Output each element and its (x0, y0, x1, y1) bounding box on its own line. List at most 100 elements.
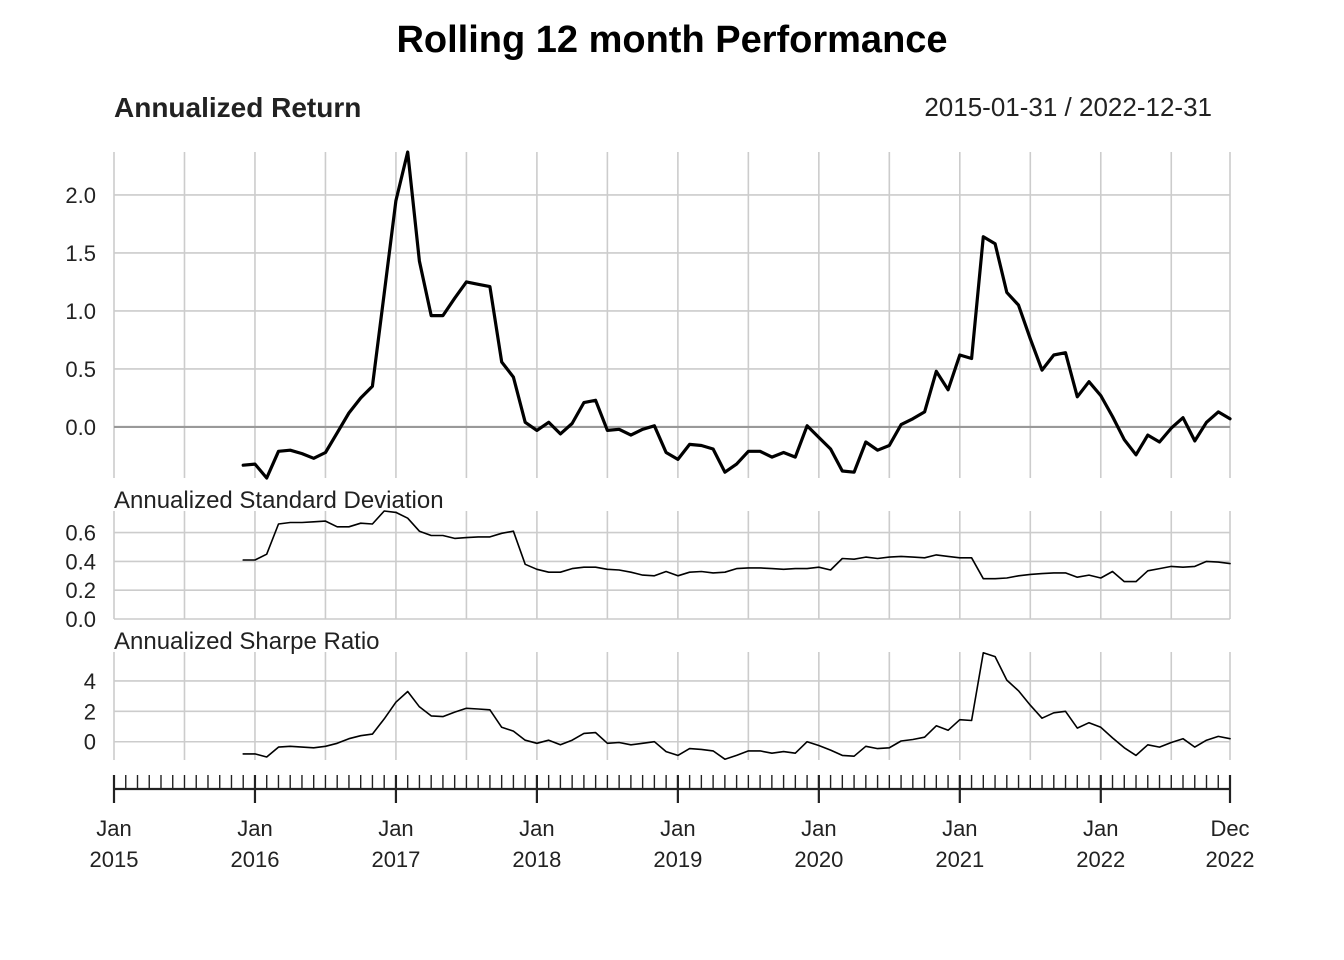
panel-2-point (1040, 571, 1045, 576)
x-tick-label-month: Jan (237, 816, 272, 841)
panel-3-point (699, 747, 704, 752)
panel-1-point (957, 353, 962, 358)
panel-1-point (1216, 409, 1221, 414)
panel-3-point (558, 742, 563, 747)
panel-1-point (288, 448, 293, 453)
panel-2-point (358, 521, 363, 526)
panel-2-point (1228, 561, 1233, 566)
series-line-2 (242, 510, 1231, 583)
panel-2-point (511, 529, 516, 534)
x-tick-label-month: Jan (801, 816, 836, 841)
panel-1-y-tick-label: 1.5 (65, 241, 96, 266)
panel-2-point (1157, 566, 1162, 571)
panel-2-point (1051, 570, 1056, 575)
panel-3-point (346, 736, 351, 741)
panel-3-point (605, 741, 610, 746)
panel-2-point (264, 552, 269, 557)
panel-2-label: Annualized Standard Deviation (114, 487, 444, 514)
panel-1-point (734, 462, 739, 467)
panel-1-y-tick-label: 0.5 (65, 357, 96, 382)
panel-1-point (382, 291, 387, 296)
panel-1-point (687, 442, 692, 447)
panel-1-point (722, 470, 727, 475)
panel-2-point (335, 524, 340, 529)
panel-3-point (405, 689, 410, 694)
panel-3-point (323, 744, 328, 749)
panel-1-point (816, 435, 821, 440)
panel-3-point (1028, 703, 1033, 708)
panel-2-point (816, 565, 821, 570)
panel-3-point (546, 738, 551, 743)
panel-3-point (253, 751, 258, 756)
panel-1-point (934, 369, 939, 374)
panel-3-point (758, 748, 763, 753)
panel-1-point (1075, 394, 1080, 399)
panel-3-point (1145, 742, 1150, 747)
panel-1-point (840, 469, 845, 474)
panel-3-point (1040, 716, 1045, 721)
panel-1-point (1098, 393, 1103, 398)
panel-3-point (852, 754, 857, 759)
panel-1-point (605, 428, 610, 433)
panel-2-point (276, 522, 281, 527)
panel-1-point (1145, 433, 1150, 438)
panel-1-point (534, 428, 539, 433)
panel-3-point (875, 746, 880, 751)
panel-1-point (581, 400, 586, 405)
panel-2-point (675, 573, 680, 578)
panel-2-point (899, 554, 904, 559)
panel-1-point (546, 420, 551, 425)
panel-1-point (1087, 379, 1092, 384)
panel-3-point (1110, 735, 1115, 740)
panel-3-point (570, 738, 575, 743)
panel-1-point (253, 462, 258, 467)
panel-2-point (570, 566, 575, 571)
panel-1-point (570, 421, 575, 426)
x-tick-label-year: 2022 (1076, 847, 1125, 872)
panel-1-point (828, 447, 833, 452)
panel-3-point (887, 745, 892, 750)
panel-1-point (452, 296, 457, 301)
panel-2-point (769, 566, 774, 571)
panel-3-y-tick-label: 2 (84, 699, 96, 724)
x-tick-label-year: 2018 (512, 847, 561, 872)
panel-3-point (1016, 688, 1021, 693)
panel-3-point (722, 757, 727, 762)
panel-3-point (1228, 736, 1233, 741)
panel-2-point (711, 570, 716, 575)
panel-1-point (675, 457, 680, 462)
panel-2-point (1004, 576, 1009, 581)
panel-3-point (1063, 709, 1068, 714)
panel-2-point (1145, 568, 1150, 573)
panel-3-point (464, 706, 469, 711)
panel-3-point (264, 755, 269, 760)
panel-3-point (511, 729, 516, 734)
panel-3-point (534, 741, 539, 746)
panel-1-point (640, 427, 645, 432)
panel-2-y-tick-label: 0.0 (65, 607, 96, 632)
panel-2-point (734, 566, 739, 571)
panel-2-point (1087, 573, 1092, 578)
panel-3-point (934, 723, 939, 728)
x-tick-label-month: Jan (378, 816, 413, 841)
panel-1-point (993, 241, 998, 246)
panel-2-y-tick-label: 0.4 (65, 549, 96, 574)
panel-3-point (899, 739, 904, 744)
panel-3-point (946, 728, 951, 733)
panel-2-point (393, 510, 398, 515)
panel-2-point (405, 516, 410, 521)
panel-1-point (793, 455, 798, 460)
panel-3-point (769, 751, 774, 756)
panel-2-point (440, 533, 445, 538)
panel-3-point (805, 739, 810, 744)
panel-2-point (1075, 575, 1080, 580)
panel-2-point (969, 555, 974, 560)
x-tick-label-year: 2022 (1206, 847, 1255, 872)
panel-2-point (1204, 559, 1209, 564)
panel-1-point (499, 360, 504, 365)
panel-1-point (1016, 303, 1021, 308)
panel-1-point (1028, 336, 1033, 341)
panel-2-point (370, 522, 375, 527)
panel-2-point (1134, 579, 1139, 584)
panel-1-point (335, 430, 340, 435)
